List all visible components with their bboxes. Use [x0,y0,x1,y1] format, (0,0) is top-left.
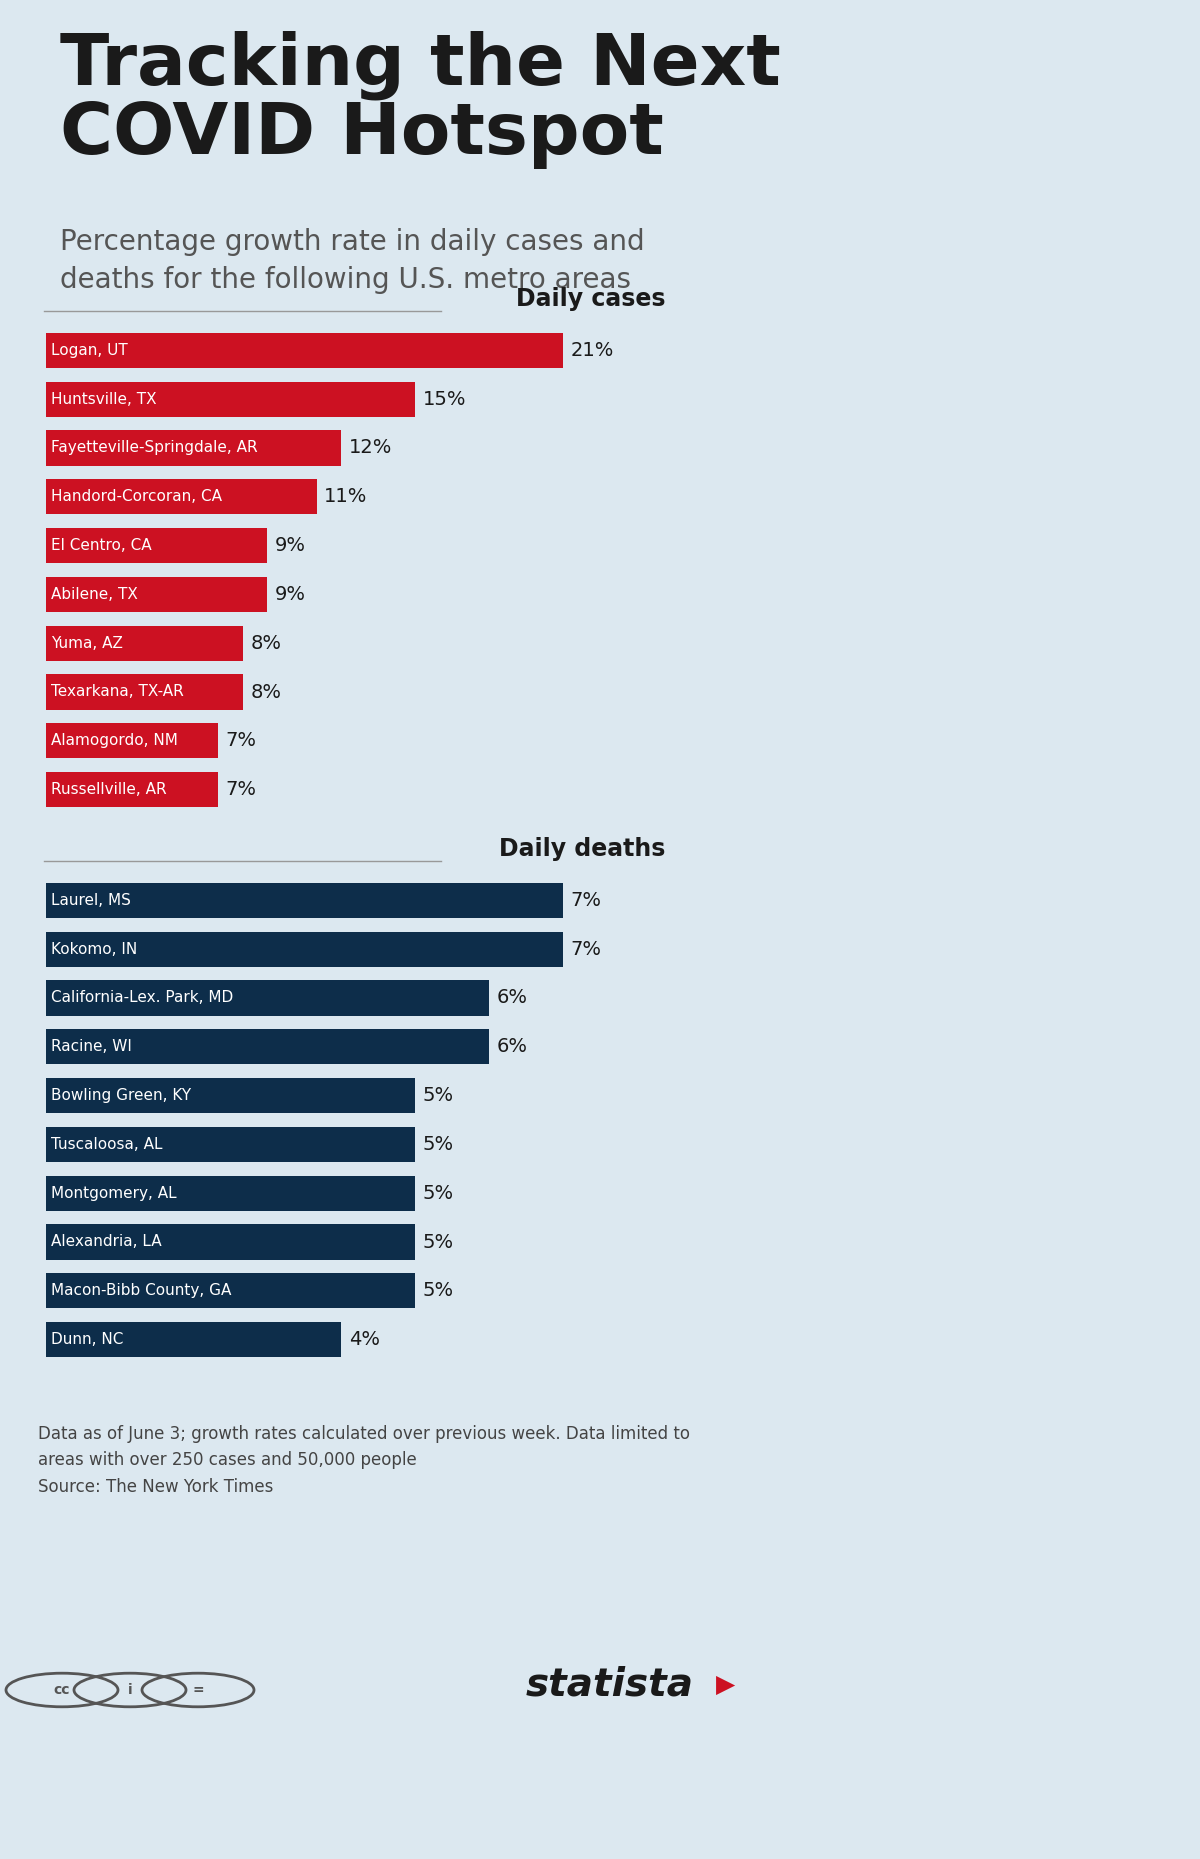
Text: Montgomery, AL: Montgomery, AL [50,1186,176,1201]
Text: Abilene, TX: Abilene, TX [50,587,138,602]
Bar [46,333,563,368]
Text: 8%: 8% [251,682,281,701]
Text: =: = [192,1682,204,1697]
Text: 4%: 4% [349,1329,380,1350]
Text: Russellville, AR: Russellville, AR [50,783,167,798]
Text: California-Lex. Park, MD: California-Lex. Park, MD [50,991,233,1006]
Text: 6%: 6% [497,1037,528,1056]
Text: Kokomo, IN: Kokomo, IN [50,943,137,957]
Text: 9%: 9% [275,535,306,556]
Bar [46,381,415,416]
Text: Laurel, MS: Laurel, MS [50,892,131,907]
Text: Data as of June 3; growth rates calculated over previous week. Data limited to
a: Data as of June 3; growth rates calculat… [38,1426,690,1496]
Bar [46,1127,415,1162]
Bar [46,771,218,807]
Text: 7%: 7% [570,890,601,909]
Text: 8%: 8% [251,634,281,653]
Text: Alexandria, LA: Alexandria, LA [50,1234,162,1249]
Text: Bowling Green, KY: Bowling Green, KY [50,1088,191,1102]
Bar [46,675,242,710]
Text: Handord-Corcoran, CA: Handord-Corcoran, CA [50,489,222,504]
Bar [46,883,563,918]
Text: Daily cases: Daily cases [516,286,665,310]
Bar [46,1273,415,1309]
Text: 7%: 7% [570,939,601,959]
Text: Daily deaths: Daily deaths [499,837,665,861]
Bar [46,1175,415,1210]
Bar [46,480,317,515]
Bar [46,931,563,967]
Bar [46,528,268,563]
Text: Logan, UT: Logan, UT [50,342,127,359]
Text: 5%: 5% [422,1233,454,1251]
Text: Tuscaloosa, AL: Tuscaloosa, AL [50,1138,162,1153]
Text: 7%: 7% [226,731,257,751]
Bar [46,626,242,660]
Text: Dunn, NC: Dunn, NC [50,1333,124,1348]
Text: Tracking the Next
COVID Hotspot: Tracking the Next COVID Hotspot [60,30,781,169]
Bar [46,980,488,1015]
Text: 6%: 6% [497,989,528,1008]
Text: Racine, WI: Racine, WI [50,1039,132,1054]
Bar [46,431,341,465]
Bar [46,723,218,758]
Text: 15%: 15% [422,390,467,409]
Text: Fayetteville-Springdale, AR: Fayetteville-Springdale, AR [50,441,258,455]
Bar [46,1322,341,1357]
Text: Macon-Bibb County, GA: Macon-Bibb County, GA [50,1283,232,1298]
Text: Huntsville, TX: Huntsville, TX [50,392,156,407]
Text: 7%: 7% [226,781,257,799]
Text: cc: cc [54,1682,71,1697]
Text: statista: statista [526,1666,694,1705]
Text: 5%: 5% [422,1184,454,1203]
Text: 11%: 11% [324,487,367,506]
Text: 9%: 9% [275,586,306,604]
Text: 21%: 21% [570,340,614,361]
Text: 12%: 12% [349,439,392,457]
Text: ▶: ▶ [700,1673,736,1697]
Bar [46,1078,415,1114]
Text: Percentage growth rate in daily cases and
deaths for the following U.S. metro ar: Percentage growth rate in daily cases an… [60,229,644,294]
Text: Yuma, AZ: Yuma, AZ [50,636,122,651]
Text: 5%: 5% [422,1281,454,1299]
Text: 5%: 5% [422,1086,454,1104]
Text: i: i [127,1682,132,1697]
Text: El Centro, CA: El Centro, CA [50,537,151,554]
Text: Alamogordo, NM: Alamogordo, NM [50,732,178,749]
Text: 5%: 5% [422,1134,454,1154]
Bar [46,1225,415,1260]
Bar [46,576,268,612]
Bar [46,1030,488,1065]
Text: Texarkana, TX-AR: Texarkana, TX-AR [50,684,184,699]
